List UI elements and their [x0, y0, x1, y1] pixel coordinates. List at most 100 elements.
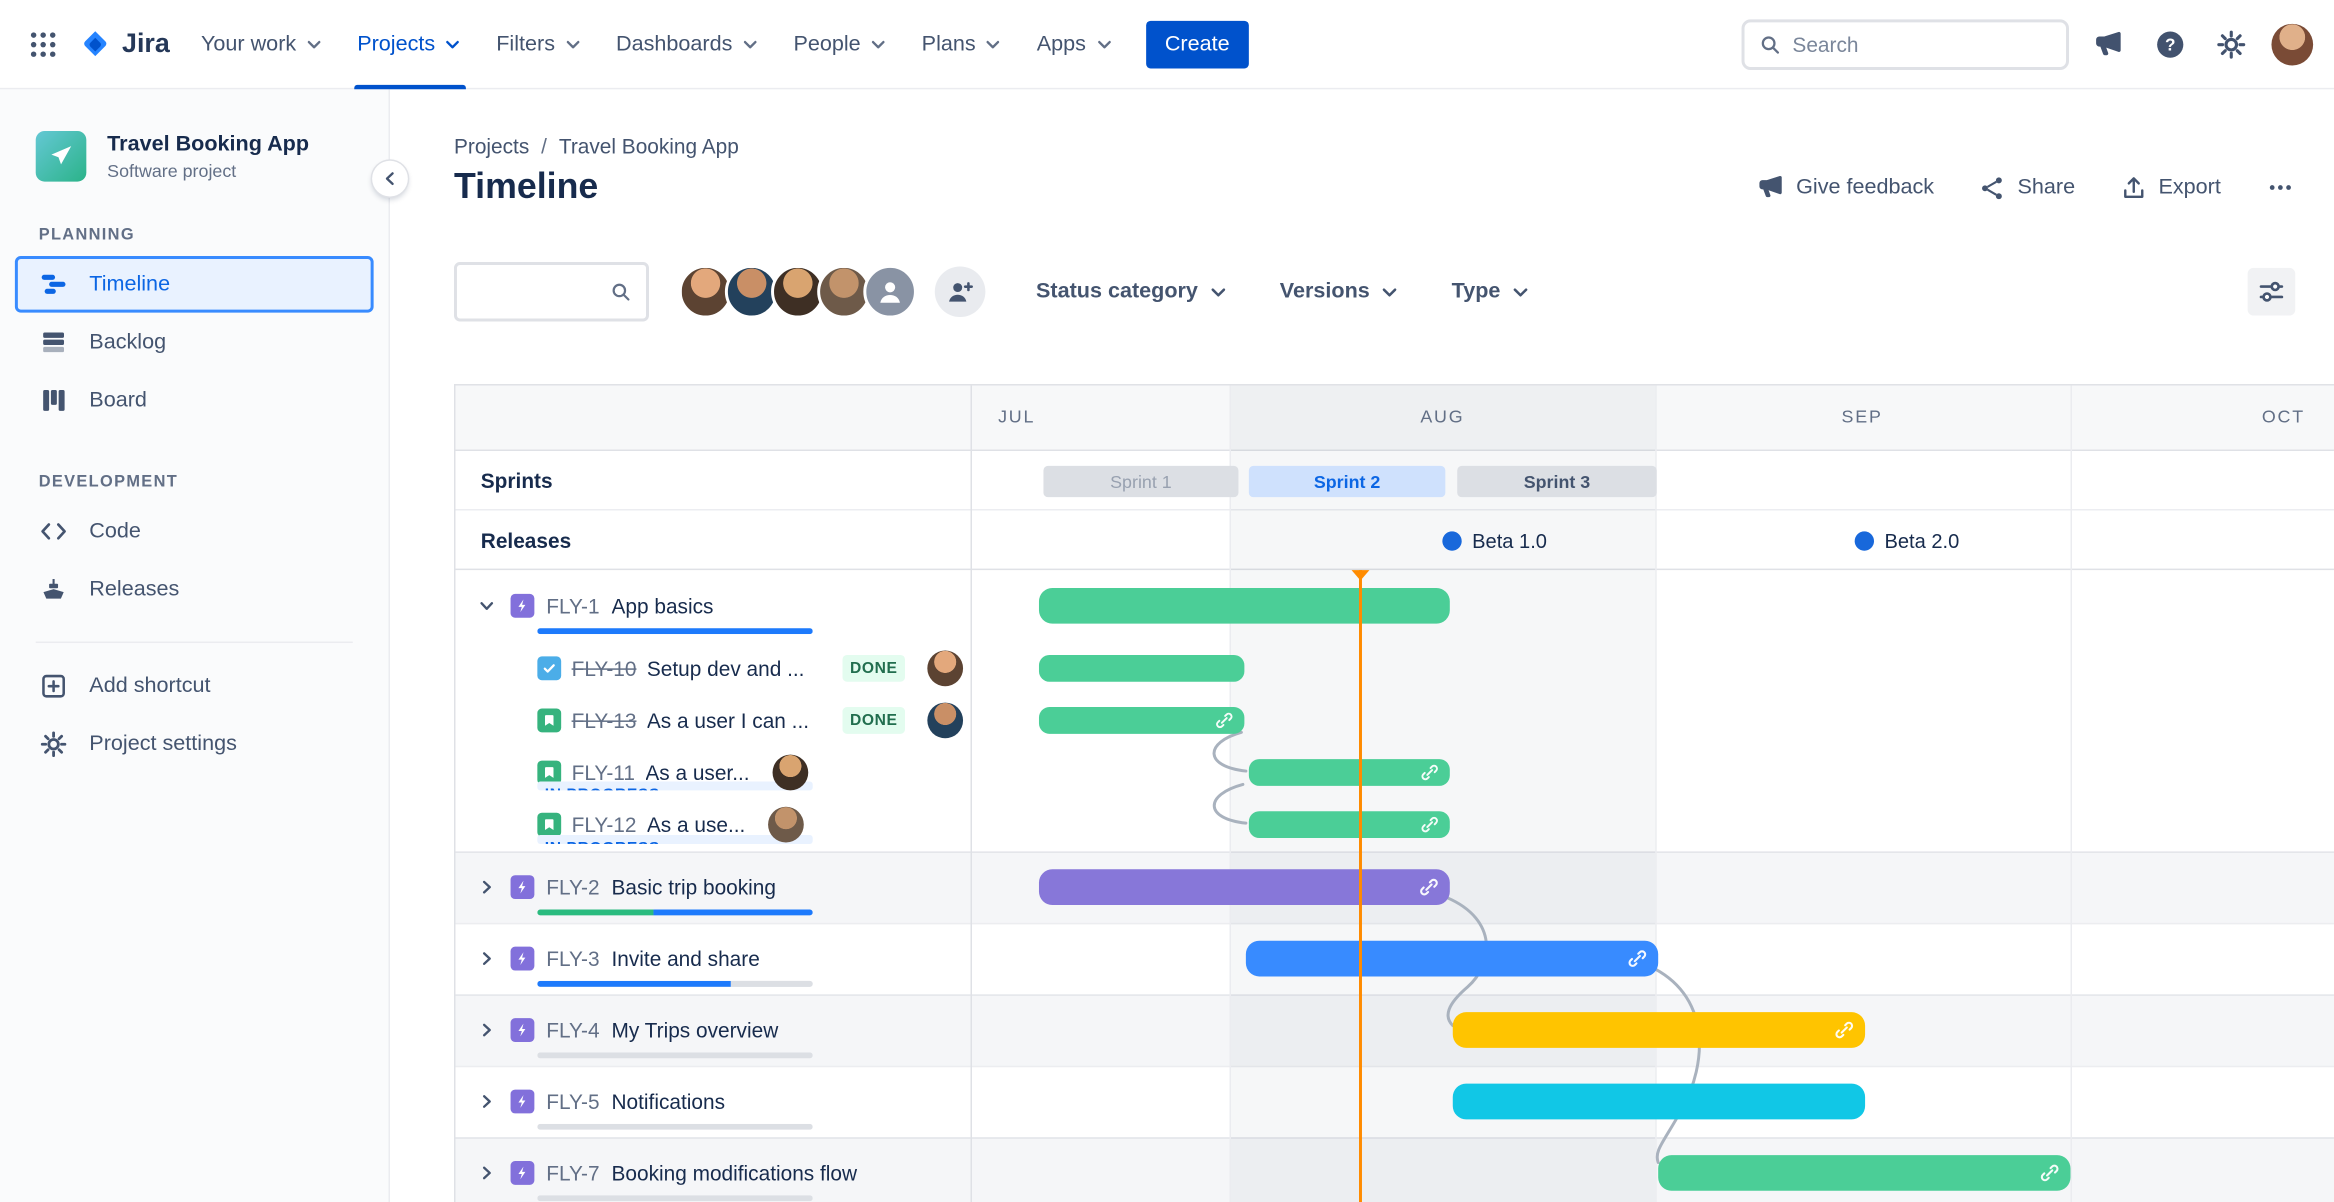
timeline-bar-fly-13[interactable]: [1038, 707, 1245, 734]
timeline-bar-fly-3[interactable]: [1245, 940, 1659, 977]
assignee-avatar[interactable]: [927, 649, 964, 686]
breadcrumb-project-link[interactable]: Travel Booking App: [558, 133, 739, 158]
timeline-bar-fly-11[interactable]: [1248, 759, 1450, 786]
timeline-bar-fly-1[interactable]: [1038, 587, 1450, 624]
timeline-search-input[interactable]: [471, 279, 611, 304]
issue-row-fly-1[interactable]: FLY-1 App basics: [455, 570, 970, 641]
chevron-down-icon: [740, 33, 761, 54]
dependency-link-icon[interactable]: [2039, 1163, 2060, 1184]
assignee-avatar[interactable]: [724, 264, 779, 319]
app-switcher-icon[interactable]: [18, 19, 69, 70]
issue-row-fly-13[interactable]: FLY-13 As a user I can ... DONE: [455, 694, 970, 746]
sidebar-item-code[interactable]: Code: [15, 503, 374, 560]
nav-projects[interactable]: Projects: [341, 0, 480, 89]
sidebar-item-backlog[interactable]: Backlog: [15, 314, 374, 371]
expand-collapse-chevron[interactable]: [475, 1090, 499, 1114]
export-button[interactable]: Export: [2120, 173, 2221, 201]
assignee-avatar[interactable]: [771, 264, 825, 319]
sprint-1-pill[interactable]: Sprint 1: [1043, 465, 1239, 498]
timeline-search-box[interactable]: [453, 261, 649, 322]
share-icon: [1979, 173, 2007, 201]
issue-row-fly-7[interactable]: FLY-7 Booking modifications flow: [455, 1137, 970, 1202]
unassigned-avatar[interactable]: [863, 264, 917, 319]
board-icon: [39, 386, 69, 416]
assignee-avatar[interactable]: [771, 753, 808, 790]
more-icon: [2265, 173, 2295, 203]
jira-logo[interactable]: Jira: [68, 26, 184, 62]
view-settings-button[interactable]: [2247, 267, 2296, 316]
expand-collapse-chevron[interactable]: [475, 1018, 499, 1042]
global-search-input[interactable]: [1792, 32, 2052, 56]
global-search[interactable]: [1741, 18, 2070, 70]
search-icon: [610, 280, 631, 304]
assignee-avatar[interactable]: [678, 264, 733, 319]
dependency-link-icon[interactable]: [1419, 877, 1440, 898]
chevron-down-icon: [868, 33, 889, 54]
sprint-3-pill[interactable]: Sprint 3: [1457, 465, 1657, 498]
give-feedback-button[interactable]: Give feedback: [1756, 173, 1934, 203]
assignee-avatar[interactable]: [767, 806, 804, 843]
person-add-icon: [945, 277, 975, 307]
nav-plans[interactable]: Plans: [905, 0, 1020, 89]
chevron-down-icon: [1093, 33, 1114, 54]
row-stripe: [455, 1065, 2334, 1137]
nav-dashboards[interactable]: Dashboards: [600, 0, 777, 89]
dependency-link-icon[interactable]: [1627, 948, 1648, 969]
release-beta-1[interactable]: Beta 1.0: [1442, 511, 1547, 571]
expand-collapse-chevron[interactable]: [475, 594, 499, 618]
dependency-link-icon[interactable]: [1420, 763, 1439, 782]
nav-your-work[interactable]: Your work: [185, 0, 341, 89]
release-dot: [1442, 530, 1462, 551]
month-gridline: [1655, 385, 1657, 1202]
breadcrumb-projects-link[interactable]: Projects: [453, 133, 530, 158]
nav-people[interactable]: People: [777, 0, 905, 89]
top-navigation-bar: Jira Your work Projects Filters Dashboar…: [0, 0, 2334, 90]
nav-apps[interactable]: Apps: [1020, 0, 1130, 89]
sprint-2-pill[interactable]: Sprint 2: [1248, 465, 1446, 498]
dependency-link-icon[interactable]: [1420, 815, 1439, 834]
timeline-bar-fly-2[interactable]: [1038, 869, 1450, 906]
dependency-link-icon[interactable]: [1834, 1020, 1855, 1041]
issue-row-fly-12[interactable]: FLY-12 As a use... IN PROGRESS: [455, 798, 970, 852]
status-category-dropdown[interactable]: Status category: [1036, 280, 1229, 304]
add-people-button[interactable]: [934, 266, 986, 318]
nav-filters[interactable]: Filters: [480, 0, 600, 89]
share-button[interactable]: Share: [1979, 173, 2075, 201]
assignee-avatar[interactable]: [927, 701, 964, 738]
notifications-megaphone-icon[interactable]: [2088, 23, 2130, 65]
settings-gear-icon[interactable]: [2210, 23, 2252, 65]
user-avatar[interactable]: [2271, 23, 2314, 65]
type-dropdown[interactable]: Type: [1452, 280, 1532, 304]
sidebar-item-project-settings[interactable]: Project settings: [15, 716, 374, 773]
create-button[interactable]: Create: [1145, 20, 1249, 68]
dependency-link-icon[interactable]: [1215, 711, 1234, 730]
releases-row: [455, 510, 2334, 571]
help-icon[interactable]: [2149, 23, 2191, 65]
expand-collapse-chevron[interactable]: [475, 947, 499, 971]
epic-progress-bar: [537, 1052, 813, 1059]
timeline-bar-fly-4[interactable]: [1452, 1012, 1866, 1048]
timeline-bar-fly-5[interactable]: [1452, 1083, 1866, 1120]
issue-key: FLY-3: [546, 946, 600, 971]
sidebar-item-timeline[interactable]: Timeline: [14, 256, 374, 313]
sidebar-item-board[interactable]: Board: [15, 372, 374, 429]
sidebar-item-add-shortcut[interactable]: Add shortcut: [15, 658, 374, 715]
expand-collapse-chevron[interactable]: [475, 1161, 499, 1185]
sidebar-collapse-button[interactable]: [372, 160, 408, 197]
issue-row-fly-11[interactable]: FLY-11 As a user... IN PROGRESS: [455, 746, 970, 798]
timeline-bar-fly-12[interactable]: [1248, 811, 1450, 839]
issue-row-fly-4[interactable]: FLY-4 My Trips overview: [455, 994, 970, 1065]
issue-row-fly-3[interactable]: FLY-3 Invite and share: [455, 923, 970, 994]
sidebar-item-releases[interactable]: Releases: [15, 561, 374, 618]
issue-summary: My Trips overview: [611, 1018, 779, 1042]
versions-dropdown[interactable]: Versions: [1280, 280, 1401, 304]
epic-progress-bar: [537, 1123, 813, 1130]
more-actions-button[interactable]: [2265, 173, 2295, 203]
issue-row-fly-2[interactable]: FLY-2 Basic trip booking: [455, 851, 970, 922]
timeline-bar-fly-7[interactable]: [1658, 1155, 2071, 1191]
expand-collapse-chevron[interactable]: [475, 875, 499, 899]
timeline-bar-fly-10[interactable]: [1038, 654, 1245, 682]
issue-row-fly-10[interactable]: FLY-10 Setup dev and ... DONE: [455, 642, 970, 694]
issue-row-fly-5[interactable]: FLY-5 Notifications: [455, 1066, 970, 1137]
release-beta-2[interactable]: Beta 2.0: [1854, 511, 1959, 571]
